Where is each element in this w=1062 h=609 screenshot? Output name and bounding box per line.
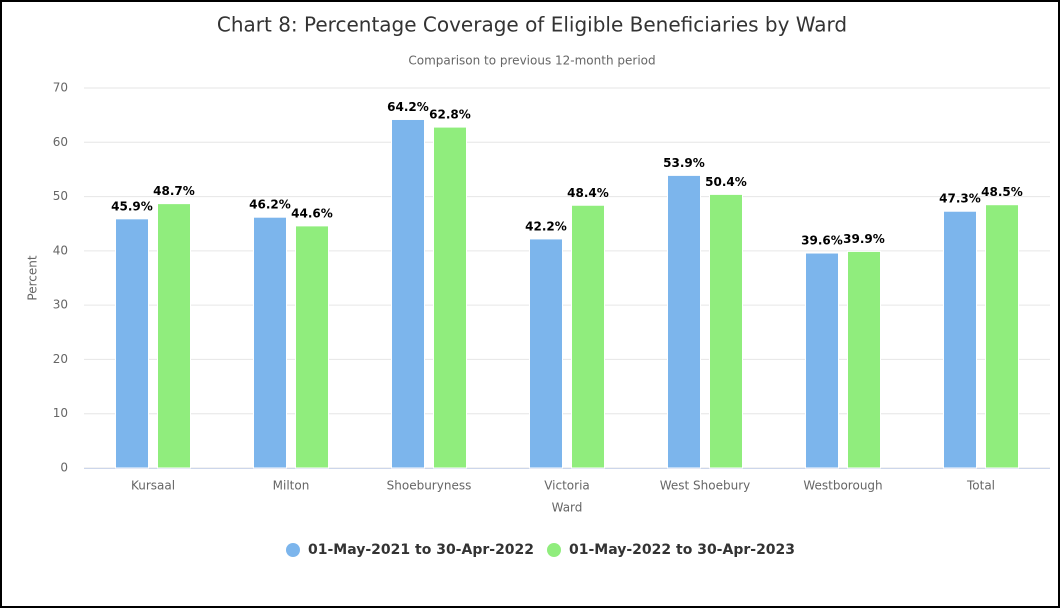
data-label: 45.9% (111, 199, 153, 213)
bar (667, 174, 701, 469)
y-tick-label: 50 (53, 189, 68, 203)
chart-subtitle: Comparison to previous 12-month period (408, 54, 655, 68)
y-axis-label: Percent (26, 255, 40, 300)
data-label: 48.7% (153, 184, 195, 198)
data-label: 39.9% (843, 232, 885, 246)
y-tick-label: 40 (53, 243, 68, 257)
bar (391, 118, 425, 469)
data-label: 48.5% (981, 185, 1023, 199)
x-tick-label: Kursaal (131, 479, 175, 493)
y-tick-label: 0 (60, 461, 68, 475)
legend-label: 01-May-2021 to 30-Apr-2022 (308, 542, 534, 558)
bar (985, 204, 1019, 469)
chart-title: Chart 8: Percentage Coverage of Eligible… (217, 13, 847, 37)
data-label: 48.4% (567, 186, 609, 200)
bar (709, 193, 743, 469)
bar (115, 218, 149, 469)
bar (253, 216, 287, 469)
bar (433, 126, 467, 469)
bar (295, 225, 329, 469)
data-label: 44.6% (291, 206, 333, 220)
y-tick-label: 60 (53, 135, 68, 149)
data-label: 64.2% (387, 100, 429, 114)
data-label: 62.8% (429, 108, 471, 122)
x-axis-label: Ward (552, 501, 583, 515)
legend-label: 01-May-2022 to 30-Apr-2023 (569, 542, 795, 558)
legend-marker (547, 543, 561, 557)
x-tick-label: West Shoebury (660, 479, 751, 493)
y-tick-label: 70 (53, 81, 68, 95)
x-tick-label: Shoeburyness (387, 479, 472, 493)
bar (847, 250, 881, 469)
data-label: 47.3% (939, 192, 981, 206)
bar (529, 238, 563, 469)
y-tick-label: 30 (53, 298, 68, 312)
y-tick-label: 20 (53, 352, 68, 366)
bar (805, 252, 839, 469)
x-tick-label: Total (966, 479, 995, 493)
bar (571, 204, 605, 469)
data-label: 42.2% (525, 219, 567, 233)
bar (943, 210, 977, 469)
legend-marker (286, 543, 300, 557)
data-label: 53.9% (663, 156, 705, 170)
x-tick-label: Milton (273, 479, 310, 493)
data-label: 39.6% (801, 234, 843, 248)
x-tick-label: Westborough (803, 479, 882, 493)
data-label: 50.4% (705, 175, 747, 189)
data-label: 46.2% (249, 198, 291, 212)
x-tick-label: Victoria (544, 479, 590, 493)
bar (157, 203, 191, 469)
y-tick-label: 10 (53, 406, 68, 420)
